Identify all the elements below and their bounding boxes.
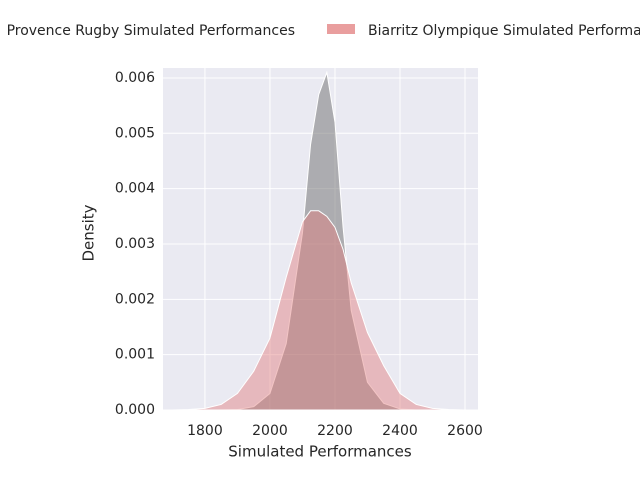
legend-label: Provence Rugby Simulated Performances — [7, 23, 295, 39]
y-tick-label: 0.002 — [115, 291, 155, 307]
x-tick-label: 2200 — [317, 423, 353, 439]
y-tick-label: 0.004 — [115, 181, 155, 197]
x-tick-label: 2600 — [447, 423, 483, 439]
y-tick-label: 0.005 — [115, 125, 155, 141]
y-tick-label: 0.001 — [115, 347, 155, 363]
y-tick-label: 0.000 — [115, 402, 155, 418]
y-axis-label: Density — [80, 204, 98, 261]
x-tick-label: 2400 — [382, 423, 418, 439]
legend-label: Biarritz Olympique Simulated Performance… — [368, 23, 640, 39]
legend-swatch — [327, 24, 355, 34]
y-tick-label: 0.003 — [115, 236, 155, 252]
x-axis-label: Simulated Performances — [228, 443, 412, 461]
x-tick-label: 1800 — [187, 423, 223, 439]
density-area — [172, 210, 466, 411]
x-tick-label: 2000 — [252, 423, 288, 439]
y-tick-label: 0.006 — [115, 70, 155, 86]
